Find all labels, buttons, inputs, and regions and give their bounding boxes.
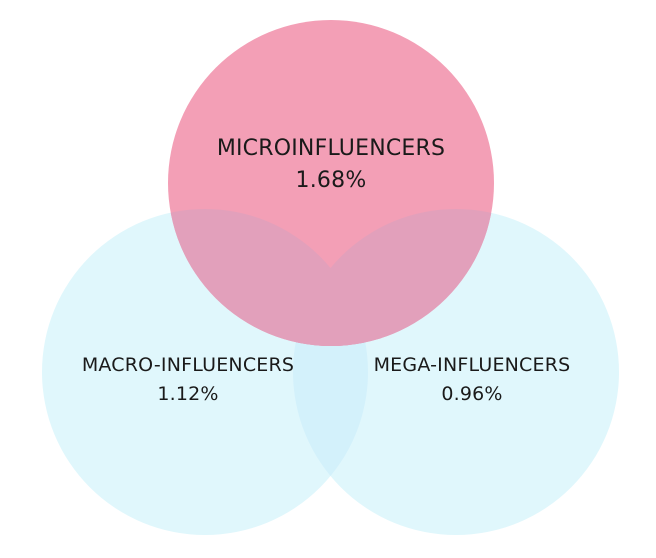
micro-macro-overlap bbox=[168, 209, 368, 346]
macro-influencers-name: MACRO-INFLUENCERS bbox=[81, 354, 295, 376]
mega-influencers-label: MEGA-INFLUENCERS 0.96% bbox=[322, 354, 622, 406]
macro-influencers-value: 1.12% bbox=[157, 382, 219, 405]
microinfluencers-label: MICROINFLUENCERS 1.68% bbox=[181, 136, 481, 195]
macro-influencers-label: MACRO-INFLUENCERS 1.12% bbox=[38, 354, 338, 406]
mega-influencers-value: 0.96% bbox=[441, 382, 503, 405]
microinfluencers-name: MICROINFLUENCERS bbox=[216, 136, 446, 161]
mega-influencers-name: MEGA-INFLUENCERS bbox=[373, 354, 571, 376]
microinfluencers-value: 1.68% bbox=[295, 168, 367, 194]
micro-mega-overlap bbox=[293, 209, 494, 346]
